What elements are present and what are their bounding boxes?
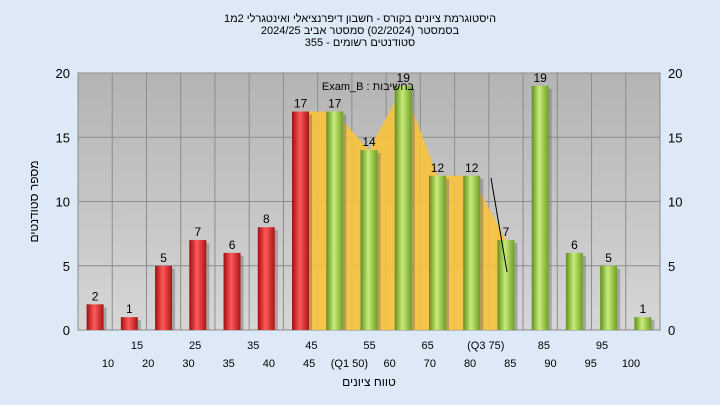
bar xyxy=(223,252,241,330)
x-tick-label-upper: 45 xyxy=(305,340,317,352)
bar-value-label: 5 xyxy=(605,251,612,265)
x-tick-label-lower: 60 xyxy=(383,358,395,370)
x-tick-label-upper: 65 xyxy=(422,340,434,352)
bar xyxy=(360,150,378,330)
x-tick-label-lower: 40 xyxy=(263,358,275,370)
bar-value-label: 7 xyxy=(503,225,510,239)
bar-shadow xyxy=(172,268,176,330)
x-tick-label-lower: 80 xyxy=(464,358,476,370)
bar-shadow xyxy=(377,153,381,330)
bar xyxy=(326,111,344,330)
bar xyxy=(634,317,652,330)
bar-shadow xyxy=(651,320,655,330)
bar xyxy=(155,265,173,330)
bar-value-label: 2 xyxy=(92,289,99,303)
bar-shadow xyxy=(309,114,313,330)
bar-value-labels: 2 1 5 7 6 8 17 17 14 19 12 12 7 19 6 5 1 xyxy=(92,71,647,316)
y-tick-label-left: 20 xyxy=(56,66,70,81)
bar xyxy=(463,175,481,330)
x-tick-label-upper: (Q3 75) xyxy=(467,340,504,352)
bar-shadow xyxy=(411,88,415,330)
y-tick-label-right: 10 xyxy=(668,195,682,210)
y-tick-label-right: 20 xyxy=(668,66,682,81)
bar-shadow xyxy=(617,268,621,330)
bar-shadow xyxy=(137,320,141,330)
bar xyxy=(292,111,310,330)
bar-value-label: 6 xyxy=(571,238,578,252)
bar-value-label: 1 xyxy=(640,302,647,316)
bar-shadow xyxy=(343,114,347,330)
bar xyxy=(531,85,549,330)
bar xyxy=(565,252,583,330)
x-tick-label-lower: 10 xyxy=(102,358,114,370)
exam-annotation: Exam_B : בחשיבות xyxy=(322,81,415,93)
x-tick-label-upper: 85 xyxy=(538,340,550,352)
bar-value-label: 5 xyxy=(160,251,167,265)
bar xyxy=(428,175,446,330)
x-tick-label-lower: 90 xyxy=(544,358,556,370)
bar xyxy=(257,227,275,330)
bar-value-label: 7 xyxy=(194,225,201,239)
bar-shadow xyxy=(445,178,449,330)
bar-value-label: 17 xyxy=(294,97,308,111)
bar xyxy=(189,240,207,330)
x-tick-label-lower: 35 xyxy=(223,358,235,370)
x-tick-label-upper: 95 xyxy=(596,340,608,352)
bar-shadow xyxy=(240,255,244,330)
x-tick-label-lower: 45 xyxy=(303,358,315,370)
x-tick-label-lower: 70 xyxy=(424,358,436,370)
y-tick-label-left: 0 xyxy=(63,323,70,338)
y-tick-label-right: 15 xyxy=(668,130,682,145)
bar-value-label: 12 xyxy=(465,161,479,175)
bars-group xyxy=(86,85,655,330)
y-axis-label: מספר סטודנטים xyxy=(27,160,41,242)
x-tick-label-lower: 30 xyxy=(182,358,194,370)
y-tick-label-right: 5 xyxy=(668,259,675,274)
x-tick-label-upper: 15 xyxy=(131,340,143,352)
bar-value-label: 14 xyxy=(362,135,376,149)
y-tick-label-right: 0 xyxy=(668,323,675,338)
bar-value-label: 1 xyxy=(126,302,133,316)
bar-shadow xyxy=(103,307,107,330)
bar-value-label: 12 xyxy=(431,161,445,175)
x-axis-label: טווח ציונים xyxy=(342,375,396,389)
bar-value-label: 6 xyxy=(229,238,236,252)
bar-shadow xyxy=(206,243,210,330)
x-tick-label-upper: 55 xyxy=(363,340,375,352)
bar xyxy=(86,304,104,330)
chart-title-line-3: סטודנטים רשומים - 355 xyxy=(304,37,416,49)
y-tick-label-left: 5 xyxy=(63,259,70,274)
x-tick-label-upper: 25 xyxy=(189,340,201,352)
y-tick-label-left: 10 xyxy=(56,195,70,210)
x-tick-label-lower: 85 xyxy=(504,358,516,370)
bar-shadow xyxy=(582,255,586,330)
bar xyxy=(394,85,412,330)
bar xyxy=(600,265,618,330)
chart-title-line-2: בסמסטר (02/2024) סמסטר אביב 2024/25 xyxy=(260,25,460,37)
x-tick-label-upper: 35 xyxy=(247,340,259,352)
bar xyxy=(497,240,515,330)
bar-value-label: 8 xyxy=(263,212,270,226)
x-tick-label-lower: 20 xyxy=(142,358,154,370)
y-tick-label-left: 15 xyxy=(56,130,70,145)
bar-value-label: 19 xyxy=(533,71,547,85)
x-tick-label-lower: 100 xyxy=(622,358,640,370)
chart-title-line-1: היסטוגרמת ציונים בקורס - חשבון דיפרנציאל… xyxy=(223,13,497,25)
x-tick-label-lower: 95 xyxy=(585,358,597,370)
bar-shadow xyxy=(548,88,552,330)
annotation-leader xyxy=(490,177,508,273)
bar-value-label: 17 xyxy=(328,97,342,111)
bar-shadow xyxy=(514,243,518,330)
bar-shadow xyxy=(274,230,278,330)
bar-value-label: 19 xyxy=(397,71,411,85)
x-tick-label-lower: (Q1 50) xyxy=(331,358,368,370)
bar xyxy=(120,317,138,330)
bar-shadow xyxy=(480,178,484,330)
